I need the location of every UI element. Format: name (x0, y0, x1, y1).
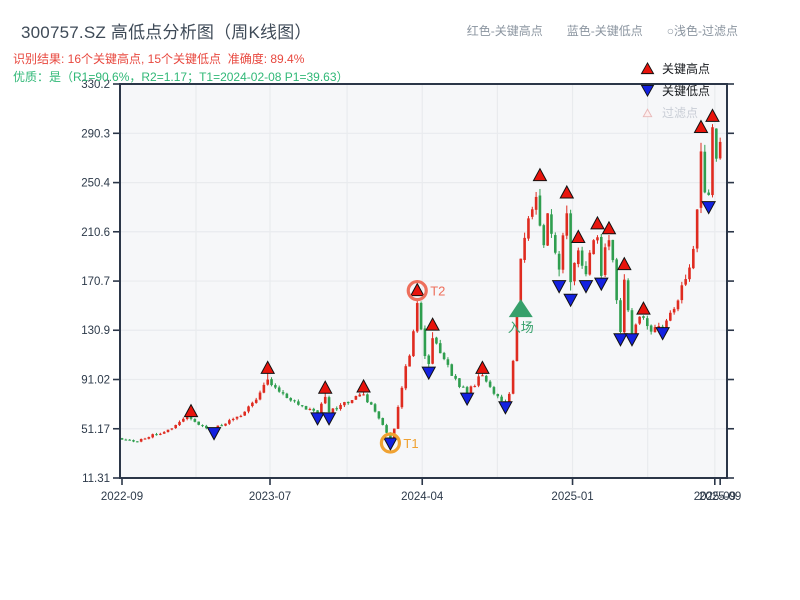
filtered-triangle-icon (642, 108, 653, 118)
key-low-marker (593, 277, 609, 292)
key-low-marker (655, 327, 670, 341)
gridlines (120, 84, 727, 478)
entry-triangle-icon (508, 299, 533, 318)
legend-item-key-low: 关键低点 (640, 82, 710, 99)
note-key-low: 蓝色-关键低点 (566, 24, 643, 38)
legend-label: 关键低点 (662, 84, 711, 98)
key-low-marker (624, 333, 640, 347)
key-high-marker (693, 119, 709, 133)
y-tick-label: 210.6 (81, 227, 110, 239)
t1-label: T1 (403, 436, 418, 451)
key-low-marker (551, 280, 567, 294)
key-high-marker (636, 301, 651, 315)
key-high-marker (475, 360, 490, 374)
key-high-marker (183, 403, 199, 418)
quality-text: 优质：是（R1=90.6%，R2=1.17；T1=2024-02-08 P1=3… (13, 70, 349, 84)
key-low-marker (321, 412, 337, 426)
x-tick-label: 2023-07 (249, 491, 291, 503)
key-high-marker (559, 184, 575, 199)
key-low-marker (383, 437, 398, 452)
key-high-marker (409, 282, 425, 297)
page-title: 300757.SZ 高低点分析图（周K线图） (21, 23, 312, 42)
y-tick-label: 170.7 (81, 276, 110, 288)
x-tick-label: 2025-01 (551, 491, 593, 503)
legend-item-filtered: 过滤点 (640, 104, 710, 121)
key-high-marker (705, 108, 720, 122)
x-tick-label: 2025-09 (699, 491, 741, 503)
down-triangle-icon (640, 84, 655, 97)
key-high-marker (317, 380, 333, 394)
key-high-marker (590, 215, 605, 230)
recognition-result-text: 识别结果: 16个关键高点, 15个关键低点 准确度: 89.4% (13, 52, 305, 66)
y-tick-label: 130.9 (81, 325, 110, 337)
key-high-marker (532, 167, 548, 182)
legend-label: 过滤点 (662, 106, 699, 120)
t2-label: T2 (430, 284, 445, 299)
key-high-marker (425, 317, 440, 331)
x-tick-label: 2025-09 (694, 491, 736, 503)
y-tick-label: 11.31 (82, 473, 110, 485)
annotations: T2 T1 入场 (379, 279, 534, 454)
key-low-marker (206, 427, 222, 441)
up-triangle-icon (640, 62, 655, 75)
candles (120, 124, 722, 443)
key-high-marker (601, 220, 617, 235)
key-low-marker (578, 280, 594, 294)
note-key-high: 红色-关键高点 (466, 24, 543, 38)
key-high-marker (616, 256, 632, 271)
t2-ring (406, 279, 428, 302)
key-high-marker (356, 378, 371, 393)
legend-label: 关键高点 (662, 62, 711, 76)
key-low-marker (310, 412, 325, 426)
y-tick-label: 51.17 (81, 424, 110, 436)
axes: 330.2 290.3 250.4 210.6 170.7 130.9 91.02 51.17… (81, 79, 741, 503)
key-low-marker (701, 201, 717, 215)
legend-item-key-high: 关键高点 (640, 60, 710, 77)
y-tick-label: 91.02 (81, 375, 110, 387)
y-tick-label: 290.3 (81, 128, 110, 140)
key-low-marker (563, 293, 578, 308)
x-tick-label: 2022-09 (101, 491, 143, 503)
x-tick-label: 2024-04 (401, 491, 444, 503)
key-low-marker (459, 392, 475, 407)
key-low-marker (498, 401, 513, 415)
entry-label: 入场 (508, 320, 534, 335)
key-low-marker (613, 333, 628, 347)
y-tick-label: 330.2 (81, 79, 110, 91)
t1-ring (379, 432, 402, 454)
key-high-marker (260, 360, 276, 374)
chart-legend: 关键高点 关键低点 过滤点 (640, 60, 710, 121)
key-low-marker (421, 366, 437, 381)
y-tick-label: 250.4 (81, 178, 110, 190)
key-high-marker (570, 229, 586, 243)
key-point-markers (183, 108, 720, 452)
note-filtered: ○浅色-过滤点 (666, 24, 738, 38)
color-key-notes: 红色-关键高点 蓝色-关键低点 ○浅色-过滤点 (467, 22, 738, 39)
